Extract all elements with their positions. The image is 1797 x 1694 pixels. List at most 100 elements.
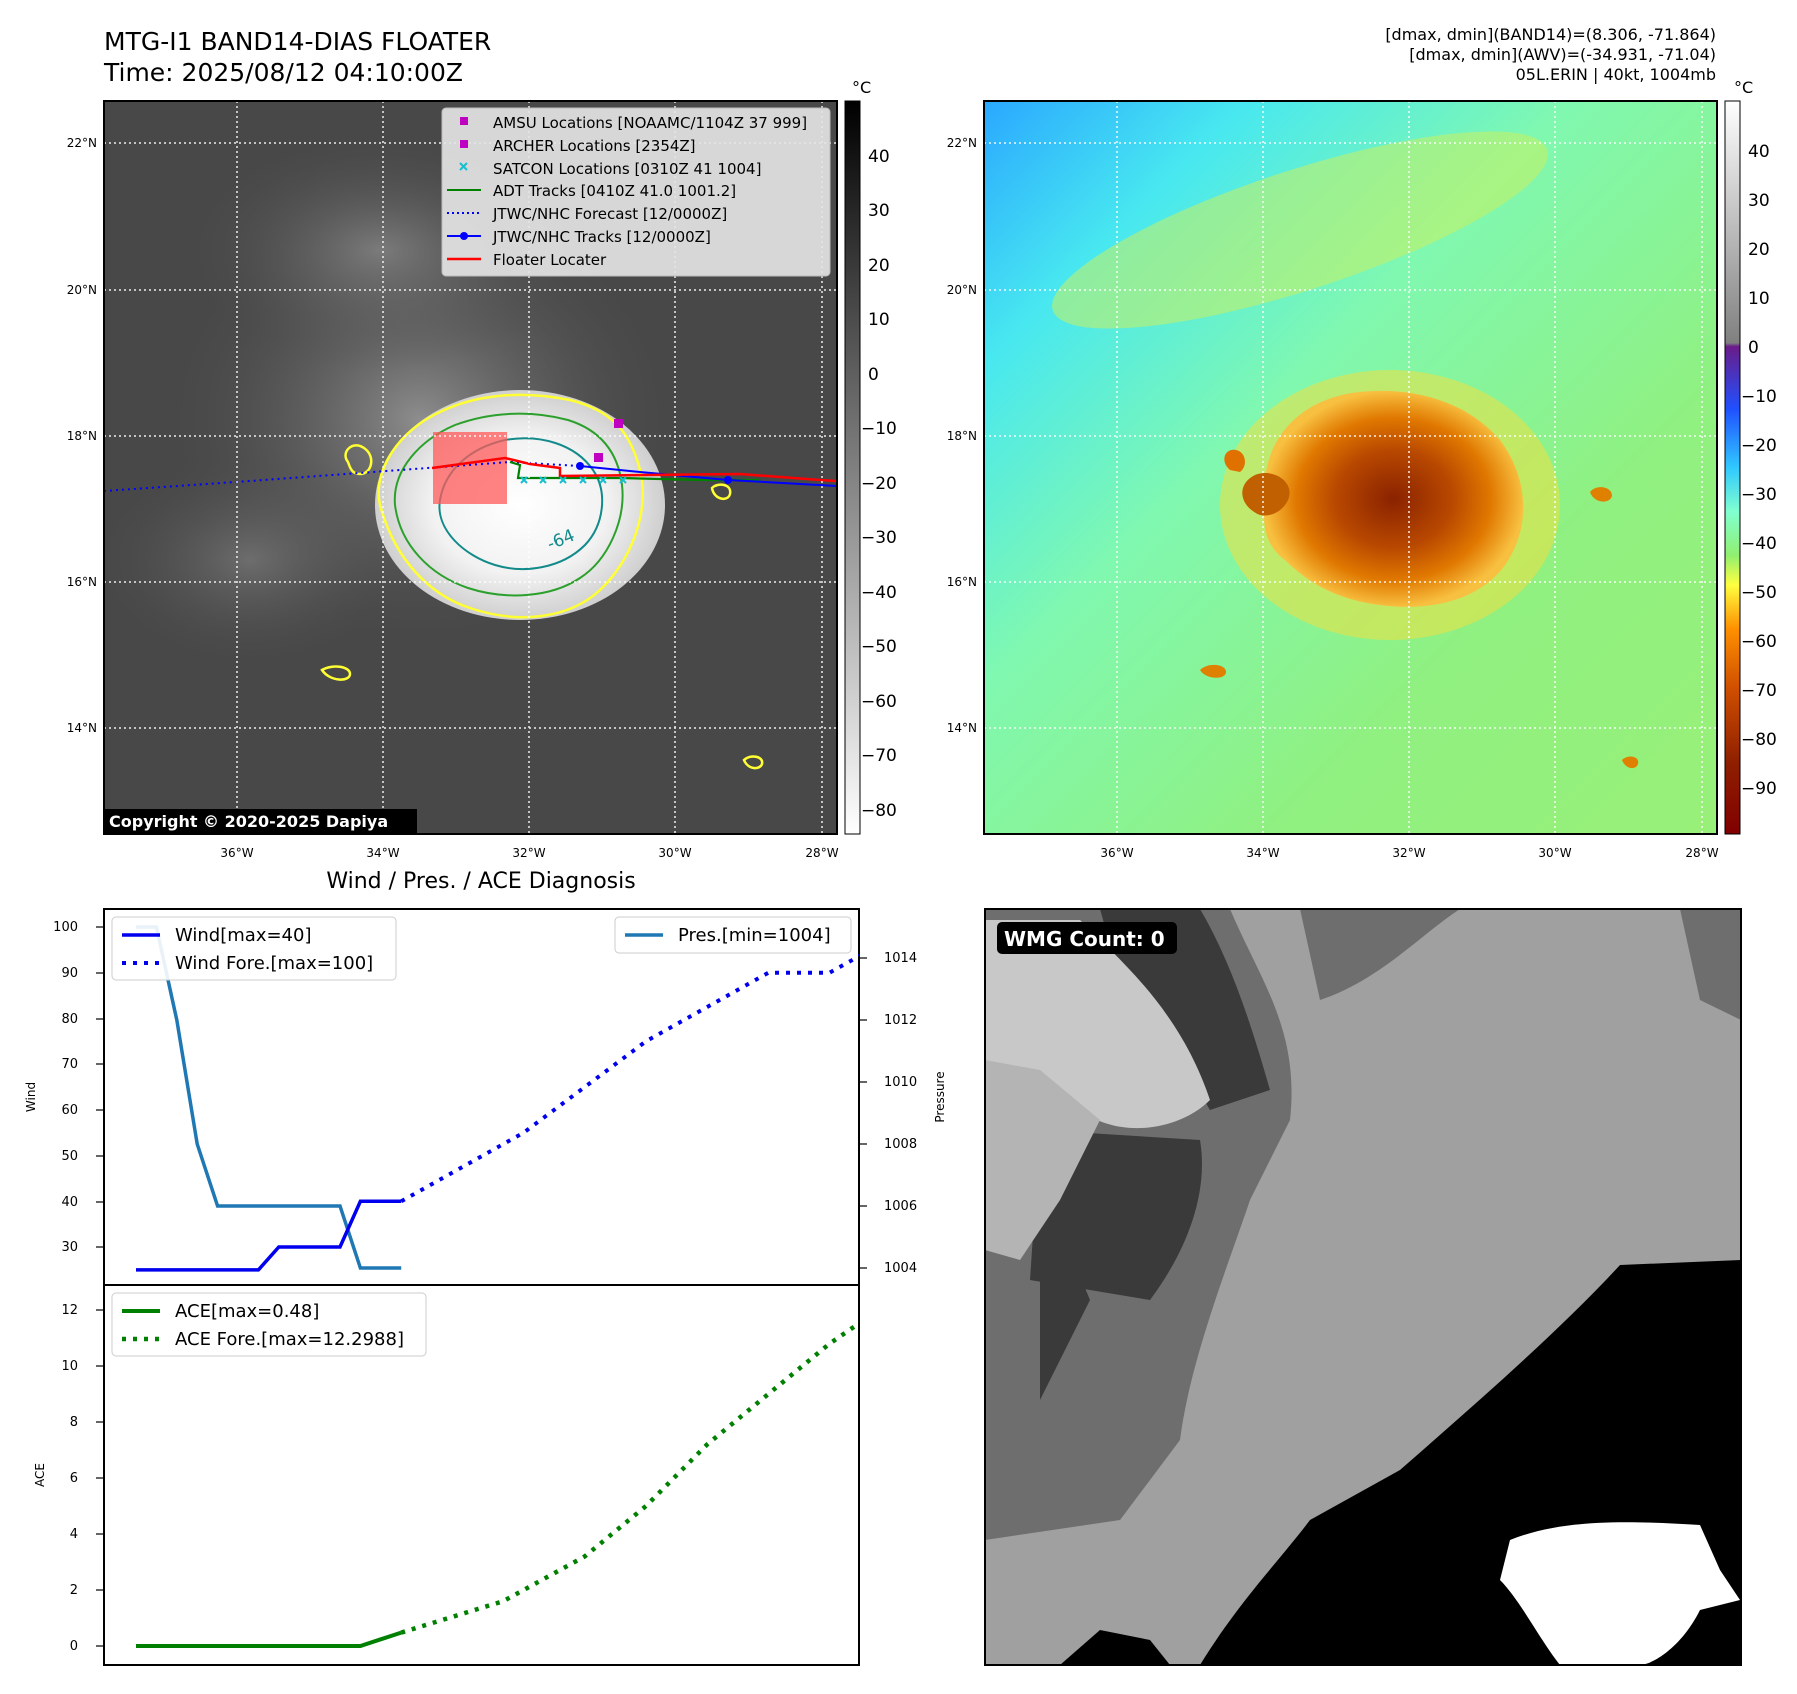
svg-text:36°W: 36°W (1100, 846, 1133, 860)
svg-text:−70: −70 (1741, 681, 1777, 701)
svg-text:34°W: 34°W (366, 846, 399, 860)
wind-ylabel: Wind (24, 1082, 38, 1112)
storm-core (1264, 390, 1524, 607)
diagnosis-title: Wind / Pres. / ACE Diagnosis (326, 869, 635, 894)
right-map-lat-ticks: 22°N 20°N 18°N 16°N 14°N (947, 136, 977, 735)
svg-text:0: 0 (70, 1639, 78, 1654)
jtwc-forecast-line (104, 460, 581, 492)
legend-satcon: SATCON Locations [0310Z 41 1004] (493, 160, 761, 178)
svg-text:40: 40 (61, 1195, 78, 1210)
svg-text:40: 40 (1748, 142, 1770, 162)
svg-text:ACE Fore.[max=12.2988]: ACE Fore.[max=12.2988] (175, 1329, 404, 1350)
svg-text:0: 0 (868, 365, 879, 385)
svg-text:80: 80 (61, 1012, 78, 1027)
svg-text:60: 60 (61, 1103, 78, 1118)
svg-text:20: 20 (1748, 240, 1770, 260)
svg-text:30: 30 (1748, 191, 1770, 211)
wind-line (136, 1199, 402, 1272)
floater-locater-line (431, 456, 837, 483)
svg-text:−50: −50 (1741, 583, 1777, 603)
pressure-legend: Pres.[min=1004] (614, 916, 852, 954)
svg-text:20: 20 (868, 256, 890, 276)
legend-adt: ADT Tracks [0410Z 41.0 1001.2] (493, 182, 736, 200)
svg-text:70: 70 (61, 1057, 78, 1072)
svg-text:1006: 1006 (884, 1199, 917, 1214)
left-colorbar: °C 40 30 20 10 0 −10 −20 −30 −40 −50 −60… (844, 78, 897, 835)
jtwc-track-line (579, 465, 837, 487)
svg-text:1008: 1008 (884, 1137, 917, 1152)
ace-line (136, 1630, 402, 1648)
svg-text:40: 40 (868, 147, 890, 167)
wind-ticks: 100 90 80 70 60 50 40 30 (53, 920, 78, 1255)
svg-text:−80: −80 (861, 801, 897, 821)
pressure-ylabel: Pressure (933, 1071, 947, 1122)
legend-archer: ARCHER Locations [2354Z] (493, 137, 696, 155)
svg-text:4: 4 (70, 1527, 78, 1542)
svg-text:Wind Fore.[max=100]: Wind Fore.[max=100] (175, 953, 373, 974)
svg-text:−70: −70 (861, 746, 897, 766)
info-line-2: [dmax, dmin](AWV)=(-34.931, -71.04) (1409, 45, 1716, 64)
svg-text:30: 30 (868, 201, 890, 221)
svg-text:36°W: 36°W (220, 846, 253, 860)
svg-text:20°N: 20°N (947, 283, 977, 297)
svg-text:1014: 1014 (884, 951, 917, 966)
svg-text:30°W: 30°W (658, 846, 691, 860)
wmg-count: WMG Count: 0 (1004, 927, 1165, 951)
svg-text:30°W: 30°W (1538, 846, 1571, 860)
svg-text:16°N: 16°N (947, 575, 977, 589)
svg-text:1012: 1012 (884, 1013, 917, 1028)
copyright-box (104, 809, 417, 833)
svg-text:Wind[max=40]: Wind[max=40] (175, 925, 312, 946)
wind-panel: Wind Pressure 100 90 80 70 60 50 40 30 1… (24, 908, 947, 1286)
svg-text:1010: 1010 (884, 1075, 917, 1090)
svg-text:−60: −60 (1741, 632, 1777, 652)
svg-text:14°N: 14°N (67, 721, 97, 735)
svg-text:−30: −30 (861, 528, 897, 548)
pressure-line (136, 925, 402, 1270)
svg-text:10: 10 (61, 1359, 78, 1374)
ace-ticks: 12 10 8 6 4 2 0 (61, 1303, 78, 1654)
svg-text:Pres.[min=1004]: Pres.[min=1004] (678, 925, 831, 946)
svg-text:−20: −20 (861, 474, 897, 494)
right-colorbar-unit: °C (1734, 78, 1753, 97)
left-map-lat-ticks: 22°N 20°N 18°N 16°N 14°N (67, 136, 97, 735)
svg-text:18°N: 18°N (947, 429, 977, 443)
svg-text:16°N: 16°N (67, 575, 97, 589)
ace-panel: ACE 12 10 8 6 4 2 0 ACE[max=0.48] ACE Fo… (33, 1284, 860, 1666)
legend-amsu: AMSU Locations [NOAAMC/1104Z 37 999] (493, 114, 807, 132)
svg-text:−10: −10 (861, 419, 897, 439)
svg-text:34°W: 34°W (1246, 846, 1279, 860)
svg-text:8: 8 (70, 1415, 78, 1430)
svg-text:28°W: 28°W (805, 846, 838, 860)
legend-jtwc-tracks: JTWC/NHC Tracks [12/0000Z] (492, 228, 711, 246)
wind-legend: Wind[max=40] Wind Fore.[max=100] (111, 916, 397, 981)
title-line-2: Time: 2025/08/12 04:10:00Z (103, 58, 463, 87)
right-map-gridlines (984, 101, 1717, 834)
svg-text:−40: −40 (861, 583, 897, 603)
svg-text:−60: −60 (861, 692, 897, 712)
legend-floater: Floater Locater (493, 251, 607, 269)
left-colorbar-unit: °C (852, 78, 871, 97)
info-line-1: [dmax, dmin](BAND14)=(8.306, -71.864) (1385, 25, 1716, 44)
right-map-lon-ticks: 36°W 34°W 32°W 30°W 28°W (1100, 846, 1718, 860)
svg-text:50: 50 (61, 1149, 78, 1164)
svg-text:6: 6 (70, 1471, 78, 1486)
right-colorbar: °C 40 30 20 10 0 −10 −20 −30 −40 −50 −60… (1724, 78, 1777, 835)
svg-text:−30: −30 (1741, 485, 1777, 505)
wmg-panel (985, 909, 1741, 1665)
contour-green (393, 412, 624, 597)
svg-text:12: 12 (61, 1303, 78, 1318)
svg-text:−20: −20 (1741, 436, 1777, 456)
svg-text:−50: −50 (861, 637, 897, 657)
ace-ylabel: ACE (33, 1463, 47, 1487)
archer-marker (594, 453, 603, 462)
svg-text:14°N: 14°N (947, 721, 977, 735)
info-line-3: 05L.ERIN | 40kt, 1004mb (1516, 65, 1716, 84)
svg-text:18°N: 18°N (67, 429, 97, 443)
map-legend: AMSU Locations [NOAAMC/1104Z 37 999] ARC… (441, 107, 831, 277)
svg-text:32°W: 32°W (512, 846, 545, 860)
svg-text:90: 90 (61, 966, 78, 981)
pressure-ticks: 1014 1012 1010 1008 1006 1004 (884, 951, 917, 1276)
svg-text:10: 10 (1748, 289, 1770, 309)
